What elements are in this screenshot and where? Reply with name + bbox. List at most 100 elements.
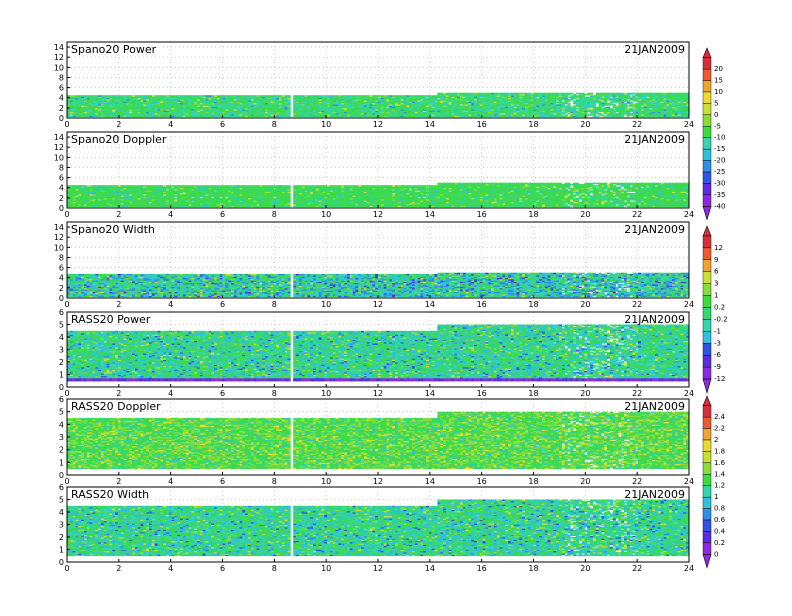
heat-cell (630, 113, 633, 115)
heat-cell (627, 93, 630, 95)
heat-cell (177, 185, 180, 187)
heat-cell (497, 93, 500, 95)
heat-cell (483, 93, 486, 95)
heat-cell (146, 185, 149, 187)
heat-cell (584, 94, 587, 96)
heat-cell (160, 185, 163, 187)
heat-cell (599, 93, 602, 95)
heat-cell (268, 95, 271, 97)
y-tick-label: 0 (59, 114, 64, 123)
heat-cell (158, 95, 161, 97)
heat-cell (358, 95, 361, 97)
heat-cell (206, 95, 209, 97)
heat-cell (141, 185, 144, 187)
heat-cell (593, 95, 596, 97)
heat-cell (95, 185, 98, 187)
heat-cell (109, 185, 112, 187)
heat-cell (293, 95, 296, 97)
heat-cell (618, 93, 621, 95)
heat-cell (112, 185, 115, 187)
heat-cell (596, 107, 599, 109)
heat-cell (384, 95, 387, 97)
heat-cell (242, 95, 245, 97)
heat-cell (548, 93, 551, 95)
heat-cell (576, 99, 579, 101)
heat-cell (138, 185, 141, 187)
heat-cell (613, 93, 616, 95)
heat-cell (601, 102, 604, 104)
heat-cell (248, 95, 251, 97)
heat-cell (395, 95, 398, 97)
heat-cell (146, 95, 149, 97)
heat-cell (649, 93, 652, 95)
heat-cell (333, 95, 336, 97)
x-tick-label: 22 (632, 120, 642, 129)
heat-cell (109, 95, 112, 97)
heat-cell (273, 95, 276, 97)
heat-cell (163, 185, 166, 187)
heat-cell (403, 95, 406, 97)
heat-cell (251, 95, 254, 97)
heat-cell (254, 95, 257, 97)
heat-cell (353, 95, 356, 97)
heat-cell (522, 93, 525, 95)
heat-cell (186, 95, 189, 97)
heat-cell (370, 95, 373, 97)
y-tick-label: 8 (59, 73, 64, 82)
heat-cell (432, 95, 435, 97)
heat-cell (129, 185, 132, 187)
heat-cell (669, 93, 672, 95)
heat-cell (324, 95, 327, 97)
heat-cell (158, 185, 161, 187)
heat-cell (307, 95, 310, 97)
heat-cell (647, 93, 650, 95)
heat-cell (78, 95, 81, 97)
heat-cell (203, 95, 206, 97)
heat-cell (678, 93, 681, 95)
heat-cell (336, 95, 339, 97)
heat-cell (630, 102, 633, 104)
heat-cell (412, 95, 415, 97)
heat-cell (440, 93, 443, 95)
heat-cell (474, 93, 477, 95)
heat-cell (604, 116, 607, 118)
heat-cell (98, 185, 101, 187)
heat-cell (573, 94, 576, 96)
heat-cell (381, 95, 384, 97)
heat-cell (90, 95, 93, 97)
heat-cell (288, 95, 291, 97)
heat-cell (514, 93, 517, 95)
heat-cell (189, 95, 192, 97)
heat-cell (313, 95, 316, 97)
heat-cell (112, 95, 115, 97)
heat-cell (279, 95, 282, 97)
heat-cell (502, 93, 505, 95)
heat-cell (565, 93, 568, 95)
heat-cell (601, 98, 604, 100)
heat-cell (494, 93, 497, 95)
y-tick-label: 12 (54, 53, 64, 62)
heat-cell (95, 95, 98, 97)
heat-cell (567, 103, 570, 105)
heat-cell (364, 95, 367, 97)
heat-cell (565, 114, 568, 116)
heat-cell (624, 103, 627, 105)
heat-cell (316, 95, 319, 97)
heat-cell (234, 95, 237, 97)
heat-cell (587, 109, 590, 111)
x-tick-label: 6 (220, 120, 225, 129)
heat-cell (305, 95, 308, 97)
heat-cell (556, 93, 559, 95)
heat-cell (378, 95, 381, 97)
heat-cell (429, 95, 432, 97)
heat-cell (633, 103, 636, 105)
heat-cell (124, 185, 127, 187)
heat-cell (149, 185, 152, 187)
heat-cell (152, 95, 155, 97)
heat-cell (211, 95, 214, 97)
heat-cell (681, 93, 684, 95)
heat-cell (633, 95, 636, 97)
heat-cell (675, 93, 678, 95)
heat-cell (70, 95, 73, 97)
